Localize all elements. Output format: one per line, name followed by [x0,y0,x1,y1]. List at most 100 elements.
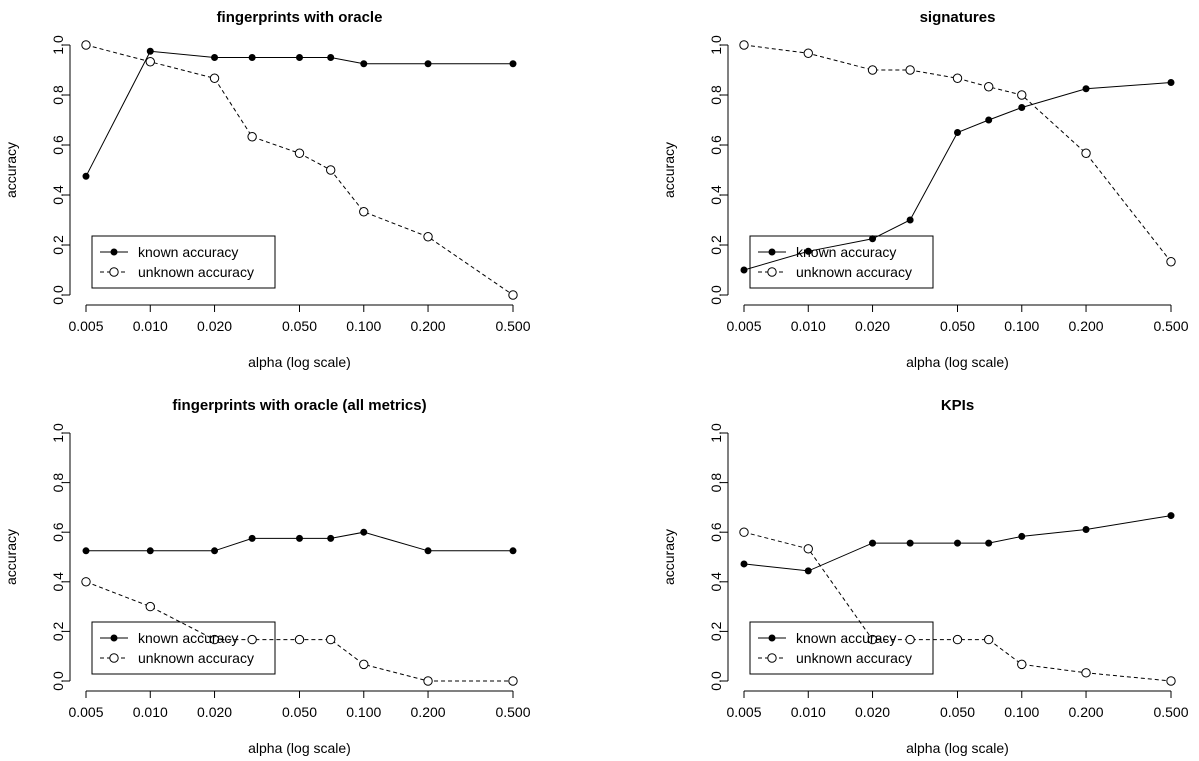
data-point [1081,668,1091,678]
data-point [1017,659,1027,670]
data-point [1166,257,1176,267]
y-tick-label: 0.8 [708,473,724,493]
data-point [867,65,878,75]
legend-box [91,621,276,675]
series-1 [740,512,1175,575]
data-point [803,544,813,554]
data-point [209,73,220,83]
x-tick-label: 0.100 [1004,704,1039,720]
data-point [508,290,518,300]
data-point [804,567,812,575]
y-axis-label: accuracy [661,529,677,585]
y-tick-label: 0.2 [50,235,66,255]
x-tick-label: 0.005 [68,704,103,720]
chart-panel-4: KPIs 0.005 0.010 0.020 0.050 0.100 0.200 0.500 0… [661,397,1189,756]
data-point [1167,512,1175,520]
chart-panel-3: fingerprints with oracle (all metrics) 0.… [3,397,531,756]
data-point [296,534,303,542]
data-point [146,547,154,555]
data-point [424,547,432,555]
data-point [509,547,517,555]
x-tick-label: 0.020 [197,318,232,334]
data-point [327,534,335,542]
series-1 [740,79,1175,274]
chart-title: KPIs [941,397,974,414]
data-point [81,40,91,50]
data-point [1017,90,1027,100]
legend-swatch-marker [767,267,777,277]
x-tick-label: 0.020 [855,704,890,720]
y-tick-label: 1.0 [708,423,724,443]
data-point [294,634,305,645]
chart-panel-1: fingerprints with oracle 0.005 0.010 0.020 0… [3,9,531,370]
legend-swatch-marker [768,634,776,642]
series-2 [81,577,518,686]
data-point [983,82,994,92]
series-line [743,82,1172,271]
legend: known accuracy unknown accuracy [749,235,934,289]
y-tick-label: 0.2 [50,621,66,641]
x-tick-label: 0.100 [346,318,381,334]
data-point [905,634,915,645]
legend-label: known accuracy [138,244,238,260]
legend-label: unknown accuracy [138,264,254,280]
x-tick-label: 0.050 [940,704,975,720]
legend-label: known accuracy [796,630,896,646]
data-point [82,547,90,555]
legend-swatch-marker [109,267,119,277]
data-point [803,48,813,58]
data-point [146,47,154,55]
data-point [740,560,748,568]
y-tick-label: 0.4 [50,572,66,592]
chart-title: fingerprints with oracle [217,9,383,26]
data-point [423,676,433,686]
x-axis-label: alpha (log scale) [906,740,1009,756]
legend-swatch-marker [110,248,118,256]
x-tick-label: 0.200 [1069,704,1104,720]
data-point [952,73,963,83]
legend-label: known accuracy [138,630,238,646]
data-point [82,172,90,180]
data-point [145,57,155,67]
x-tick-label: 0.005 [726,704,761,720]
y-tick-label: 1.0 [708,35,724,55]
data-point [867,634,878,645]
y-tick-label: 1.0 [50,423,66,443]
data-point [423,232,433,242]
x-axis-label: alpha (log scale) [248,740,351,756]
x-tick-label: 0.020 [855,318,890,334]
legend: known accuracy unknown accuracy [91,621,276,675]
data-point [954,539,961,547]
data-point [906,539,914,547]
data-point [1166,676,1176,686]
y-tick-label: 0.2 [708,621,724,641]
y-tick-label: 0.0 [50,285,66,305]
y-tick-label: 0.6 [50,135,66,155]
data-point [869,539,877,547]
data-point [359,207,369,217]
y-tick-label: 0.8 [50,85,66,105]
data-point [145,601,155,612]
data-point [739,527,749,537]
data-point [360,60,368,68]
x-tick-label: 0.200 [411,318,446,334]
x-tick-label: 0.500 [1153,704,1188,720]
legend-label: known accuracy [796,244,896,260]
data-point [209,634,220,645]
legend-swatch-marker [109,653,119,663]
series-line [743,44,1172,263]
data-point [248,54,256,61]
y-tick-label: 0.0 [708,285,724,305]
data-point [327,54,335,61]
data-point [804,247,812,255]
y-axis-label: accuracy [3,142,19,198]
x-tick-label: 0.500 [495,318,530,334]
data-point [509,60,517,68]
data-point [906,216,914,224]
y-axis-label: accuracy [661,142,677,198]
y-tick-label: 0.8 [50,473,66,493]
x-tick-label: 0.020 [197,704,232,720]
y-tick-label: 0.0 [50,671,66,691]
data-point [296,54,303,61]
